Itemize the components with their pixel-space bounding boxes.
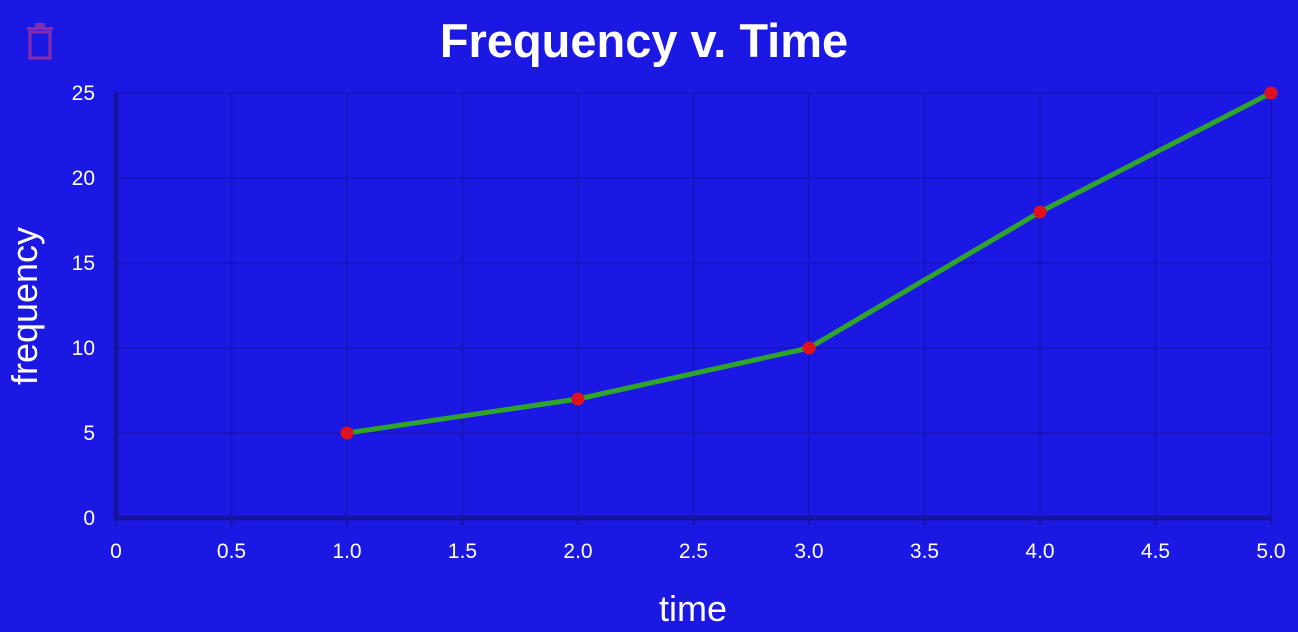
- data-point[interactable]: [340, 426, 354, 440]
- series: [340, 86, 1278, 440]
- chart-title: Frequency v. Time: [440, 14, 848, 67]
- y-tick-label: 20: [72, 167, 95, 190]
- x-tick-label: 0.5: [217, 540, 246, 563]
- tick-labels: 0 0.5 1.0 1.5 2.0 2.5 3.0 3.5 4.0 4.5 5.0 0 5 10 15 20 2…: [72, 82, 1286, 563]
- trash-icon[interactable]: [26, 22, 54, 60]
- x-tick-label: 1.0: [332, 540, 361, 563]
- data-point[interactable]: [1033, 205, 1047, 219]
- x-tick-label: 5.0: [1256, 540, 1285, 563]
- axes: [113, 93, 1272, 526]
- y-axis-label: frequency: [4, 227, 45, 385]
- x-tick-label: 3.5: [910, 540, 939, 563]
- x-tick-label: 1.5: [448, 540, 477, 563]
- x-tick-label: 4.0: [1025, 540, 1054, 563]
- x-axis-label: time: [659, 588, 727, 629]
- x-tick-label: 0: [110, 540, 122, 563]
- x-tick-label: 2.0: [563, 540, 592, 563]
- y-tick-label: 15: [72, 252, 95, 275]
- x-tick-label: 3.0: [794, 540, 823, 563]
- x-tick-label: 2.5: [679, 540, 708, 563]
- data-point[interactable]: [802, 341, 816, 355]
- data-point[interactable]: [1264, 86, 1278, 100]
- y-tick-label: 5: [83, 422, 95, 445]
- x-tick-label: 4.5: [1141, 540, 1170, 563]
- data-point[interactable]: [571, 392, 585, 406]
- y-tick-label: 0: [83, 507, 95, 530]
- grid: [115, 92, 1272, 519]
- y-tick-label: 10: [72, 337, 95, 360]
- y-tick-label: 25: [72, 82, 95, 105]
